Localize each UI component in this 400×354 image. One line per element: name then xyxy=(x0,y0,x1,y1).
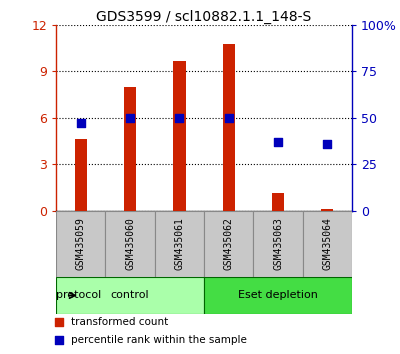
Bar xyxy=(204,277,352,314)
Text: GSM435064: GSM435064 xyxy=(322,217,332,270)
Point xyxy=(56,319,62,325)
Bar xyxy=(321,209,334,211)
Bar xyxy=(173,61,186,211)
Text: GSM435060: GSM435060 xyxy=(125,217,135,270)
Bar xyxy=(56,277,204,314)
Bar xyxy=(105,211,155,277)
Text: GSM435062: GSM435062 xyxy=(224,217,234,270)
Text: percentile rank within the sample: percentile rank within the sample xyxy=(71,335,247,345)
Text: control: control xyxy=(111,290,149,301)
Bar xyxy=(204,211,253,277)
Point xyxy=(226,115,232,121)
Bar xyxy=(253,211,303,277)
Bar xyxy=(155,211,204,277)
Bar xyxy=(303,211,352,277)
Point xyxy=(78,120,84,126)
Title: GDS3599 / scl10882.1.1_148-S: GDS3599 / scl10882.1.1_148-S xyxy=(96,10,312,24)
Text: protocol: protocol xyxy=(56,290,101,301)
Point xyxy=(176,115,182,121)
Bar xyxy=(222,44,235,211)
Text: GSM435063: GSM435063 xyxy=(273,217,283,270)
Text: GSM435059: GSM435059 xyxy=(76,217,86,270)
Point xyxy=(275,139,281,145)
Text: transformed count: transformed count xyxy=(71,317,168,327)
Bar xyxy=(272,193,284,211)
Bar xyxy=(124,87,136,211)
Bar xyxy=(74,139,87,211)
Text: GSM435061: GSM435061 xyxy=(174,217,184,270)
Point xyxy=(56,337,62,343)
Point xyxy=(127,115,133,121)
Text: Eset depletion: Eset depletion xyxy=(238,290,318,301)
Bar xyxy=(56,211,105,277)
Point xyxy=(324,141,330,147)
